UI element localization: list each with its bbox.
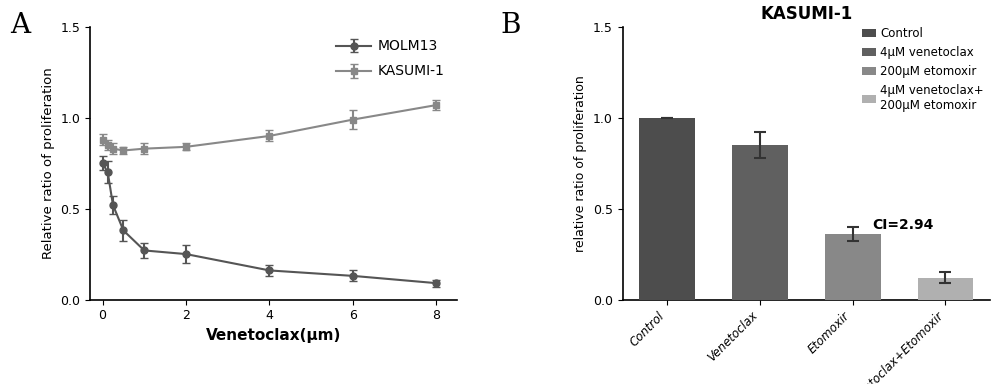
Bar — [825, 234, 881, 300]
Text: CI=2.94: CI=2.94 — [872, 218, 934, 232]
Text: A: A — [10, 12, 30, 38]
Legend: Control, 4μM venetoclax, 200μM etomoxir, 4μM venetoclax+
200μM etomoxir: Control, 4μM venetoclax, 200μM etomoxir,… — [862, 27, 984, 112]
X-axis label: Venetoclax(μm): Venetoclax(μm) — [206, 328, 341, 343]
Title: KASUMI-1: KASUMI-1 — [760, 5, 852, 23]
Y-axis label: relative ratio of proliferation: relative ratio of proliferation — [574, 75, 587, 252]
Bar — [918, 278, 973, 300]
Bar — [732, 145, 788, 300]
Text: B: B — [500, 12, 520, 38]
Legend: MOLM13, KASUMI-1: MOLM13, KASUMI-1 — [331, 34, 450, 84]
Bar — [639, 118, 695, 300]
Y-axis label: Relative ratio of proliferation: Relative ratio of proliferation — [42, 67, 55, 259]
